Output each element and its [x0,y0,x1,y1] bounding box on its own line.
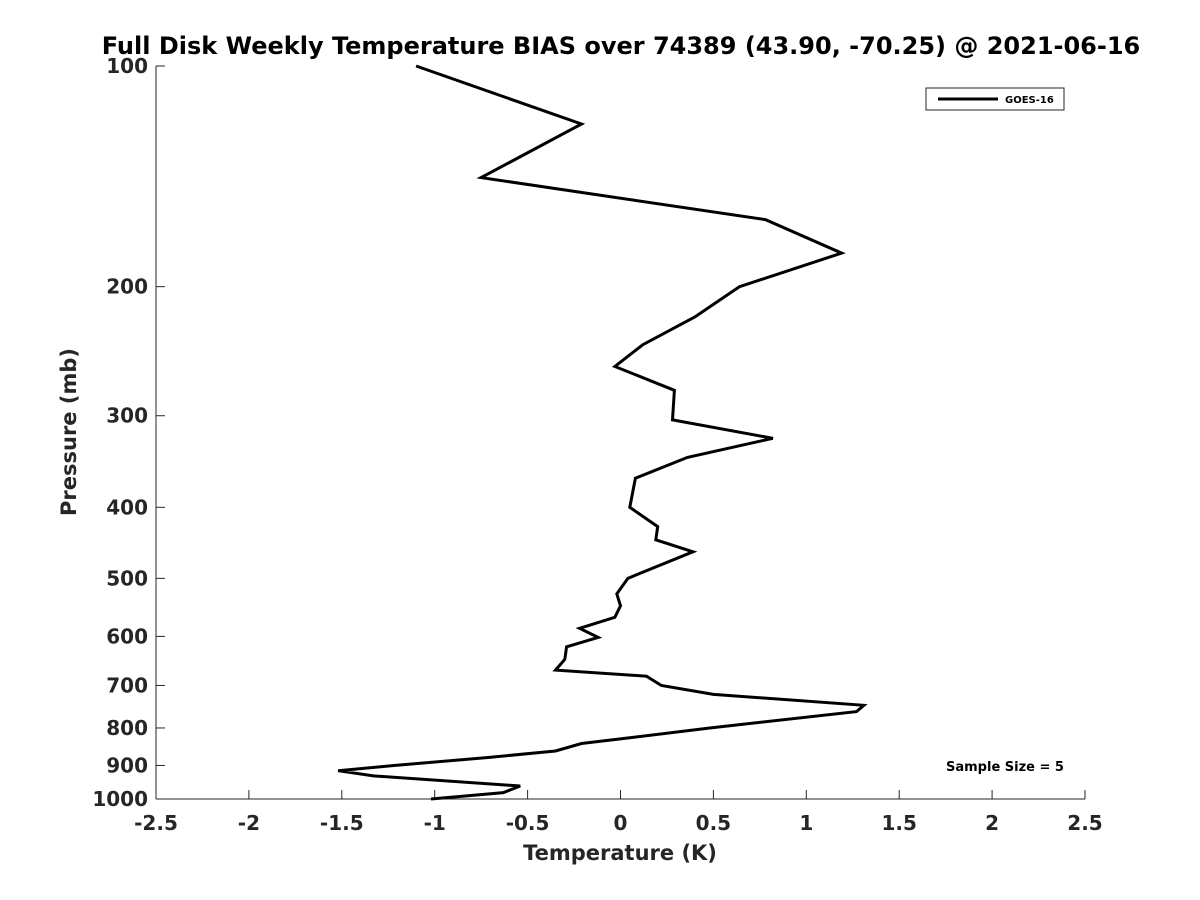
y-tick-label: 1000 [92,787,148,811]
y-axis-label: Pressure (mb) [57,348,81,516]
y-tick-label: 700 [106,673,148,697]
y-tick-label: 200 [106,275,148,299]
x-tick-label: -1 [424,811,446,835]
y-tick-label: 600 [106,624,148,648]
x-tick-label: -2 [238,811,260,835]
x-tick-label: 1.5 [881,811,916,835]
x-tick-label: 1 [799,811,813,835]
sample-size-annotation: Sample Size = 5 [946,760,1064,775]
y-tick-label: 800 [106,716,148,740]
y-tick-label: 400 [106,495,148,519]
x-tick-label: -1.5 [320,811,364,835]
chart-title: Full Disk Weekly Temperature BIAS over 7… [102,32,1141,60]
y-tick-label: 500 [106,566,148,590]
x-tick-label: 0 [614,811,628,835]
legend-label: GOES-16 [1005,95,1054,106]
series-layer [337,64,868,801]
series-line-goes-16 [337,64,868,801]
x-tick-label: 2 [985,811,999,835]
legend: GOES-16 [925,87,1065,111]
y-tick-label: 100 [106,54,148,78]
x-tick-label: -2.5 [134,811,178,835]
x-axis-ticks: -2.5 -2 -1.5 -1 -0.5 0 0.5 1 1.5 2 2.5 [134,790,1103,835]
x-tick-label: 2.5 [1067,811,1102,835]
y-tick-label: 300 [106,404,148,428]
x-tick-label: 0.5 [696,811,731,835]
x-tick-label: -0.5 [506,811,550,835]
y-tick-label: 900 [106,753,148,777]
plot-axes [155,66,1085,800]
x-axis-label: Temperature (K) [523,841,717,865]
y-axis-ticks: 100 200 300 400 500 600 700 800 900 1000 [92,54,165,811]
